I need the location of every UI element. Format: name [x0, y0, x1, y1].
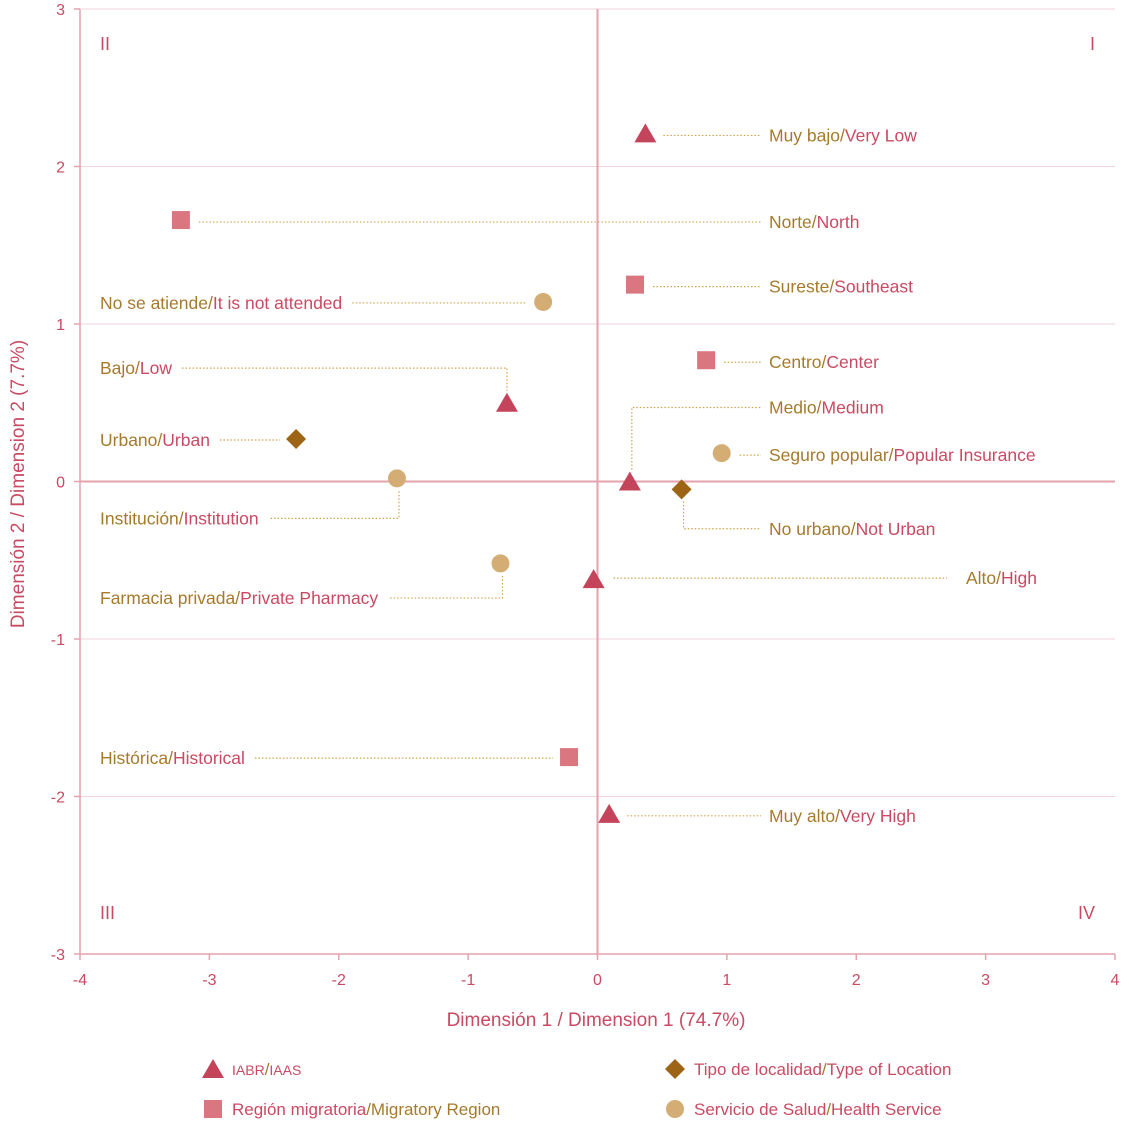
legend-triangle-icon: [202, 1059, 224, 1078]
leader-lines: [182, 134, 947, 817]
tick-labels: -4 -3 -2 -1 0 1 2 3 4 3 2 1 0 -1 -2 -3: [51, 2, 1120, 989]
point-label: Histórica/Historical: [100, 748, 245, 768]
legend-diamond-icon: [665, 1059, 685, 1079]
triangle-marker: [634, 123, 657, 143]
legend-item-label: Tipo de localidad/Type of Location: [694, 1060, 951, 1079]
leader-line: [182, 367, 508, 391]
x-axis-title: Dimensión 1 / Dimension 1 (74.7%): [447, 1010, 746, 1031]
triangle-marker: [598, 803, 621, 823]
leader-line: [270, 490, 400, 519]
point-label: No urbano/Not Urban: [769, 519, 935, 539]
circle-marker: [534, 292, 553, 311]
leader-line: [682, 501, 761, 530]
x-tick-label: 1: [722, 972, 731, 989]
circle-marker: [491, 554, 510, 573]
y-tick-label: 3: [56, 2, 65, 19]
point-label: Alto/High: [966, 568, 1037, 588]
leader-line: [390, 575, 504, 599]
y-tick-label: -2: [51, 790, 65, 807]
square-marker: [697, 351, 716, 370]
point-label: Seguro popular/Popular Insurance: [769, 445, 1036, 465]
x-tick-label: -3: [202, 972, 216, 989]
quadrant-label: II: [100, 34, 110, 54]
diamond-marker: [286, 428, 307, 449]
y-axis-title: Dimensión 2 / Dimension 2 (7.7%): [8, 340, 29, 628]
triangle-marker: [495, 392, 518, 412]
legend: IABR/IAAS Región migratoria/Migratory Reg…: [202, 1059, 951, 1119]
leader-line: [631, 406, 761, 470]
circle-marker: [387, 469, 406, 488]
point-label: Farmacia privada/Private Pharmacy: [100, 588, 378, 608]
point-label: No se atiende/It is not attended: [100, 293, 342, 313]
x-tick-label: 3: [981, 972, 990, 989]
y-tick-label: -1: [51, 632, 65, 649]
square-marker: [560, 748, 579, 767]
diamond-marker: [671, 479, 692, 500]
data-points: [171, 123, 731, 823]
point-labels: Muy bajo/Very Low Bajo/Low Medio/Medium Alt…: [100, 125, 1037, 825]
x-tick-label: -1: [461, 972, 475, 989]
point-label: Medio/Medium: [769, 397, 884, 417]
legend-item-label: Servicio de Salud/Health Service: [694, 1100, 942, 1119]
triangle-marker: [618, 471, 641, 491]
point-label: Sureste/Southeast: [769, 277, 913, 297]
y-tick-label: 0: [56, 475, 65, 492]
y-tick-label: -3: [51, 947, 65, 964]
legend-item-label: Región migratoria/Migratory Region: [232, 1100, 500, 1119]
square-marker: [626, 275, 645, 294]
quadrant-label: IV: [1078, 903, 1095, 923]
legend-square-icon: [204, 1100, 222, 1118]
y-tick-label: 2: [56, 160, 65, 177]
point-label: Institución/Institution: [100, 508, 259, 528]
legend-circle-icon: [666, 1100, 684, 1118]
point-label: Muy alto/Very High: [769, 806, 916, 826]
x-tick-label: -4: [73, 972, 87, 989]
x-tick-label: 2: [852, 972, 861, 989]
point-label: Norte/North: [769, 212, 859, 232]
circle-marker: [712, 444, 731, 463]
axes: [74, 8, 1116, 960]
y-tick-label: 1: [56, 317, 65, 334]
x-tick-label: -2: [332, 972, 346, 989]
triangle-marker: [582, 569, 605, 589]
point-label: Muy bajo/Very Low: [769, 125, 917, 145]
x-tick-label: 0: [593, 972, 602, 989]
point-label: Urbano/Urban: [100, 430, 210, 450]
point-label: Centro/Center: [769, 352, 879, 372]
quadrant-label: I: [1090, 34, 1095, 54]
legend-item-label: IABR/IAAS: [232, 1060, 301, 1079]
x-tick-label: 4: [1111, 972, 1120, 989]
point-label: Bajo/Low: [100, 358, 172, 378]
square-marker: [171, 211, 190, 230]
quadrant-label: III: [100, 903, 115, 923]
